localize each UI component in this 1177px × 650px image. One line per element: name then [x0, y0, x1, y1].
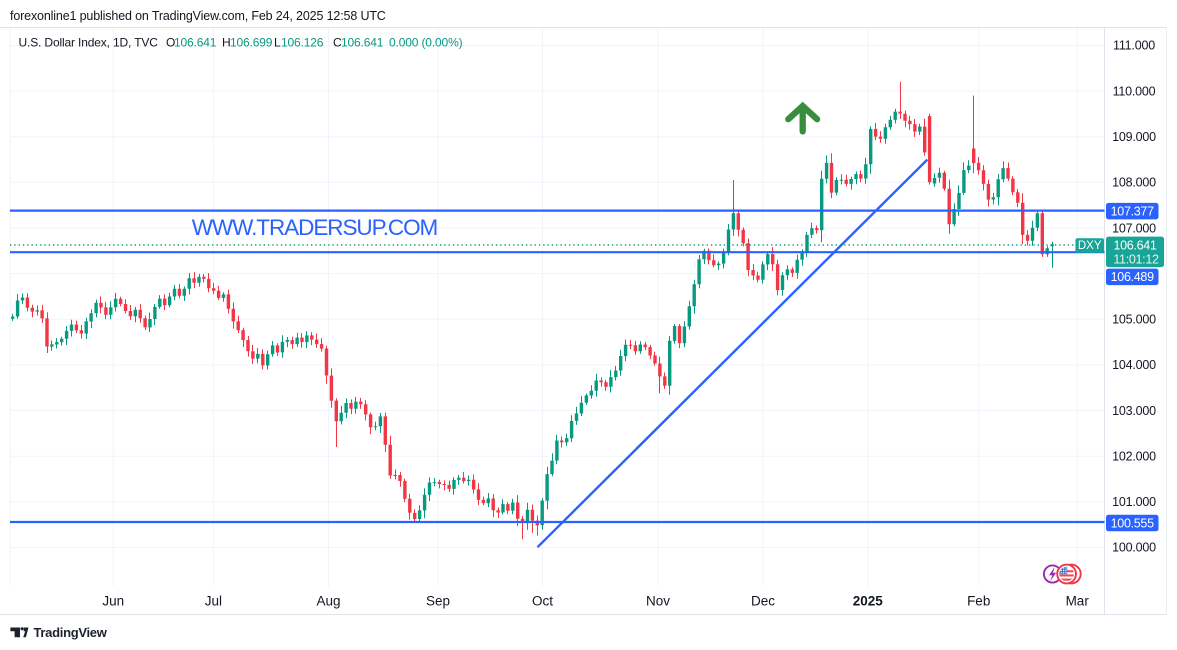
svg-text:Nov: Nov	[646, 594, 670, 609]
svg-text:111.000: 111.000	[1113, 39, 1155, 53]
svg-text:U.S. Dollar Index, 1D, TVC: U.S. Dollar Index, 1D, TVC	[19, 36, 159, 50]
svg-text:11:01:12: 11:01:12	[1113, 252, 1159, 266]
svg-text:Oct: Oct	[532, 594, 553, 609]
svg-text:forexonline1 published on Trad: forexonline1 published on TradingView.co…	[10, 9, 386, 23]
svg-text:2025: 2025	[853, 594, 884, 609]
svg-text:Dec: Dec	[751, 594, 775, 609]
svg-text:100.000: 100.000	[1112, 541, 1156, 555]
svg-text:110.000: 110.000	[1113, 84, 1156, 98]
svg-text:100.555: 100.555	[1111, 516, 1154, 530]
svg-text:103.000: 103.000	[1112, 404, 1156, 418]
svg-text:Aug: Aug	[316, 594, 340, 609]
svg-text:105.000: 105.000	[1112, 313, 1156, 327]
svg-text:Feb: Feb	[967, 594, 990, 609]
svg-text:H: H	[222, 36, 231, 50]
svg-text:106.699: 106.699	[230, 36, 273, 50]
svg-text:Sep: Sep	[426, 594, 450, 609]
svg-text:DXY: DXY	[1078, 240, 1102, 252]
svg-text:101.000: 101.000	[1112, 495, 1156, 509]
svg-text:106.641: 106.641	[1113, 238, 1156, 252]
svg-text:O: O	[166, 36, 175, 50]
svg-text:104.000: 104.000	[1112, 358, 1156, 372]
svg-text:TradingView: TradingView	[34, 625, 108, 640]
svg-text:106.489: 106.489	[1111, 270, 1154, 284]
svg-text:102.000: 102.000	[1112, 450, 1156, 464]
svg-text:WWW.TRADERSUP.COM: WWW.TRADERSUP.COM	[192, 215, 437, 240]
svg-text:107.377: 107.377	[1111, 205, 1154, 219]
svg-text:Jun: Jun	[102, 594, 124, 609]
svg-text:Mar: Mar	[1066, 594, 1090, 609]
svg-text:L: L	[274, 36, 281, 50]
svg-text:0.000 (0.00%): 0.000 (0.00%)	[389, 36, 463, 50]
svg-text:106.641: 106.641	[174, 36, 217, 50]
svg-text:109.000: 109.000	[1112, 130, 1156, 144]
svg-text:106.126: 106.126	[281, 36, 324, 50]
svg-text:106.641: 106.641	[341, 36, 384, 50]
svg-text:108.000: 108.000	[1112, 176, 1156, 190]
svg-text:107.000: 107.000	[1112, 221, 1156, 235]
svg-text:Jul: Jul	[205, 594, 222, 609]
svg-text:C: C	[333, 36, 342, 50]
